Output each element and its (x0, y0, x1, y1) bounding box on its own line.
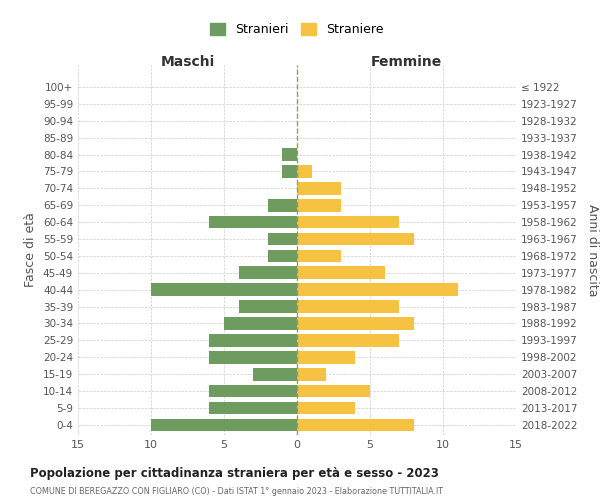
Bar (297, 300, 399, 313)
Bar (283, 148, 297, 161)
Bar (297, 182, 341, 194)
Bar (283, 165, 297, 178)
Y-axis label: Fasce di età: Fasce di età (25, 212, 37, 288)
Bar (297, 266, 385, 279)
Bar (151, 418, 297, 431)
Text: Popolazione per cittadinanza straniera per età e sesso - 2023: Popolazione per cittadinanza straniera p… (30, 468, 439, 480)
Bar (297, 368, 326, 380)
Bar (297, 232, 414, 245)
Text: COMUNE DI BEREGAZZO CON FIGLIARO (CO) - Dati ISTAT 1° gennaio 2023 - Elaborazion: COMUNE DI BEREGAZZO CON FIGLIARO (CO) - … (30, 488, 443, 496)
Bar (297, 250, 341, 262)
Bar (151, 284, 297, 296)
Bar (268, 199, 297, 211)
Bar (209, 351, 297, 364)
Bar (297, 418, 414, 431)
Bar (209, 384, 297, 398)
Legend: Stranieri, Straniere: Stranieri, Straniere (206, 20, 388, 40)
Bar (297, 199, 341, 211)
Bar (297, 351, 355, 364)
Bar (297, 284, 458, 296)
Bar (209, 334, 297, 346)
Text: Femmine: Femmine (371, 55, 442, 69)
Y-axis label: Anni di nascita: Anni di nascita (586, 204, 599, 296)
Bar (209, 216, 297, 228)
Bar (297, 165, 311, 178)
Bar (268, 232, 297, 245)
Bar (297, 216, 399, 228)
Bar (239, 300, 297, 313)
Bar (297, 384, 370, 398)
Bar (209, 402, 297, 414)
Bar (297, 402, 355, 414)
Bar (297, 317, 414, 330)
Bar (239, 266, 297, 279)
Bar (268, 250, 297, 262)
Bar (297, 334, 399, 346)
Text: Maschi: Maschi (160, 55, 215, 69)
Bar (224, 317, 297, 330)
Bar (253, 368, 297, 380)
